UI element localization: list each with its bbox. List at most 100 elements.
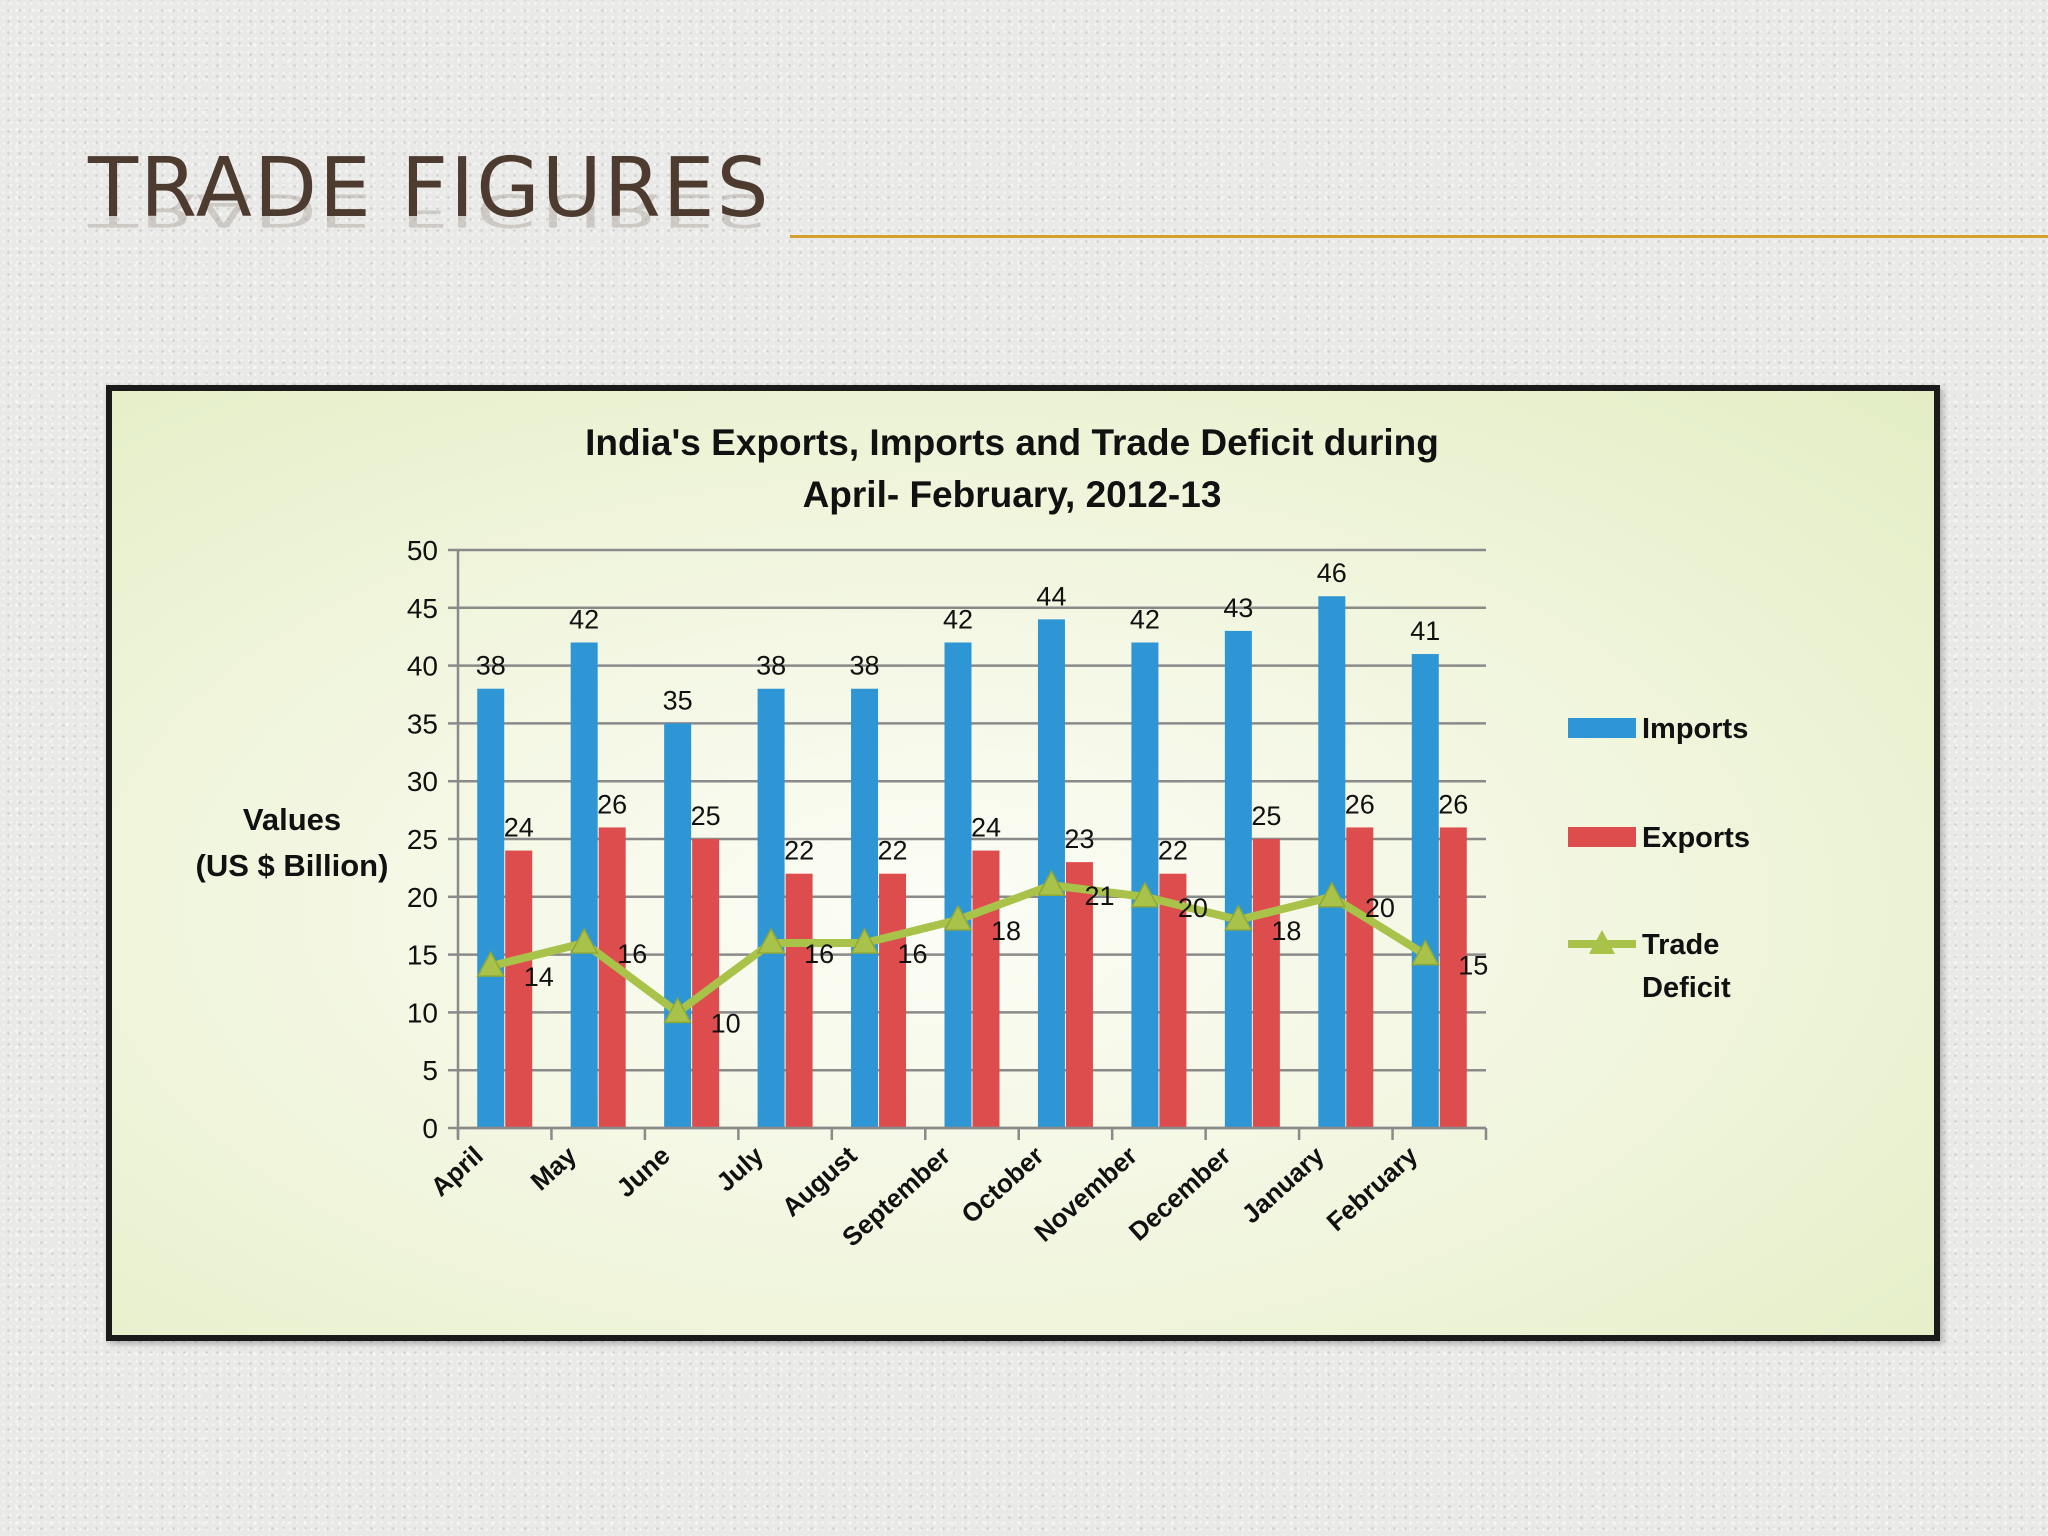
legend: Imports Exports Trade Deficit (1568, 713, 1750, 1004)
y-tick-label: 10 (407, 997, 438, 1028)
exports-data-label: 23 (1064, 824, 1094, 854)
y-tick-label: 25 (407, 824, 438, 855)
trade-deficit-data-label: 14 (524, 962, 554, 992)
y-tick-label: 20 (407, 882, 438, 913)
x-tick-label: December (1123, 1140, 1237, 1246)
y-tick-label: 35 (407, 708, 438, 739)
exports-bar (1065, 862, 1093, 1128)
y-axis-label-line2: (US $ Billion) (196, 848, 389, 883)
slide-title: TRADE FIGURES (88, 141, 771, 236)
imports-data-label: 42 (569, 604, 599, 634)
exports-bar (505, 850, 533, 1128)
exports-data-label: 25 (1251, 801, 1281, 831)
legend-deficit-label: Trade Deficit (1642, 929, 1731, 1004)
legend-imports-label: Imports (1642, 713, 1748, 745)
imports-bar (757, 688, 785, 1128)
y-tick-label: 40 (407, 651, 438, 682)
chart-frame: India's Exports, Imports and Trade Defic… (106, 385, 1940, 1341)
trade-deficit-marker (1224, 904, 1253, 931)
imports-bar (1411, 654, 1439, 1128)
exports-data-label: 24 (504, 813, 534, 843)
y-tick-label: 45 (407, 593, 438, 624)
trade-deficit-marker (476, 950, 505, 977)
trade-deficit-marker (663, 996, 692, 1024)
imports-bar (664, 723, 692, 1128)
x-tick-label: May (525, 1140, 583, 1196)
x-tick-label: November (1028, 1140, 1143, 1247)
y-tick-label: 5 (422, 1055, 438, 1086)
legend-deficit-marker (1589, 930, 1615, 954)
imports-bar (1224, 630, 1252, 1128)
chart-title-line1: India's Exports, Imports and Trade Defic… (585, 422, 1439, 463)
imports-data-label: 35 (663, 685, 693, 715)
imports-data-label: 44 (1036, 581, 1066, 611)
exports-bar (785, 873, 813, 1128)
trade-deficit-data-label: 18 (1271, 916, 1301, 946)
imports-data-label: 38 (850, 651, 880, 681)
y-tick-label: 30 (407, 766, 438, 797)
legend-exports-swatch (1568, 827, 1636, 847)
imports-bar (1318, 596, 1346, 1128)
x-tick-label: October (955, 1140, 1049, 1229)
exports-data-label: 22 (878, 836, 908, 866)
trade-deficit-data-label: 16 (617, 939, 647, 969)
exports-data-label: 22 (784, 836, 814, 866)
x-tick-label: February (1321, 1140, 1424, 1237)
exports-data-label: 22 (1158, 836, 1188, 866)
exports-bar (1159, 873, 1187, 1128)
trade-deficit-marker (1037, 869, 1066, 896)
legend-deficit-label-part: Trade (1642, 929, 1719, 961)
exports-data-label: 24 (971, 813, 1001, 843)
trade-deficit-data-label: 21 (1084, 881, 1114, 911)
imports-data-label: 42 (1130, 604, 1160, 634)
imports-data-label: 41 (1410, 616, 1440, 646)
trade-deficit-data-label: 15 (1458, 951, 1488, 981)
exports-data-label: 26 (597, 789, 627, 819)
x-tick-label: June (610, 1140, 675, 1203)
exports-bar (1346, 827, 1374, 1128)
title-underline (790, 235, 2048, 238)
slide-title-reflection: TRADE FIGURES (88, 183, 771, 236)
trade-deficit-marker (1411, 939, 1440, 966)
exports-bar (1252, 839, 1280, 1128)
x-tick-label: January (1236, 1140, 1331, 1229)
imports-bar (570, 642, 598, 1128)
trade-deficit-marker (1317, 881, 1347, 908)
imports-bar (477, 688, 505, 1128)
x-tick-label: August (776, 1140, 863, 1222)
imports-data-label: 38 (756, 651, 786, 681)
trade-deficit-data-label: 20 (1365, 893, 1395, 923)
imports-bar (944, 642, 972, 1128)
y-tick-label: 0 (422, 1113, 438, 1144)
exports-bar (1439, 827, 1467, 1128)
legend-imports-swatch (1568, 718, 1636, 738)
bars-group (477, 596, 1467, 1128)
imports-bar (851, 688, 879, 1128)
legend-deficit-label-part: Deficit (1642, 972, 1731, 1004)
trade-deficit-data-label: 10 (711, 1008, 741, 1038)
trade-deficit-marker (1130, 881, 1160, 908)
trade-deficit-marker (850, 927, 879, 954)
y-tick-label: 50 (407, 535, 438, 566)
gridlines (458, 548, 1486, 1130)
exports-bar (972, 850, 1000, 1128)
imports-data-label: 43 (1223, 593, 1253, 623)
trade-deficit-marker (943, 904, 973, 931)
trade-deficit-data-label: 16 (804, 939, 834, 969)
trade-deficit-data-label: 16 (898, 939, 928, 969)
exports-bar (879, 873, 907, 1128)
exports-data-label: 25 (691, 801, 721, 831)
trade-deficit-data-label: 18 (991, 916, 1021, 946)
axes-group: 0 5 10 15 20 25 30 35 40 45 50 (407, 535, 1488, 1144)
chart-title-line2: April- February, 2012-13 (803, 474, 1222, 515)
y-tick-label: 15 (407, 940, 438, 971)
imports-data-label: 42 (943, 604, 973, 634)
imports-data-label: 38 (476, 651, 506, 681)
legend-exports-label: Exports (1642, 822, 1750, 854)
exports-data-label: 26 (1438, 789, 1468, 819)
y-axis-label-line1: Values (243, 802, 341, 837)
imports-data-label: 46 (1317, 558, 1347, 588)
trade-deficit-data-label: 20 (1178, 893, 1208, 923)
exports-bar (598, 827, 626, 1128)
trade-deficit-marker (756, 927, 786, 954)
